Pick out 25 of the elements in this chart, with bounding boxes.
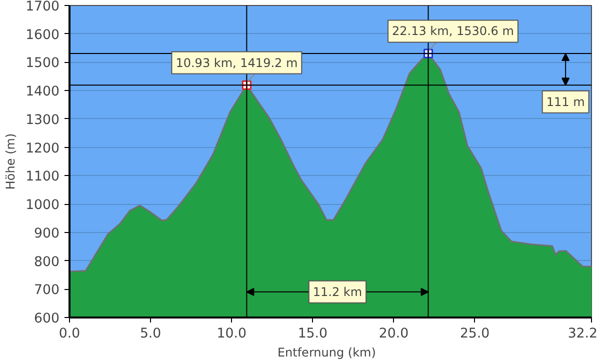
y-tick-label: 1300 — [26, 112, 60, 128]
y-tick-label: 1200 — [26, 141, 60, 156]
annotation: 22.13 km, 1530.6 m — [392, 24, 514, 38]
x-tick-label: 15.0 — [298, 326, 328, 342]
y-tick-label: 1100 — [26, 170, 60, 185]
x-tick-label: 5.0 — [140, 326, 162, 342]
y-tick-label: 800 — [34, 254, 60, 270]
x-tick-label: 10.0 — [216, 326, 246, 342]
x-tick-label: 0.0 — [58, 326, 80, 342]
y-tick-label: 1500 — [26, 56, 60, 72]
x-tick-label: 32.2 — [568, 326, 597, 342]
y-axis-title: Höhe (m) — [4, 133, 18, 190]
y-tick-label: 1400 — [26, 84, 60, 100]
y-tick-label: 1700 — [26, 0, 60, 14]
y-tick-label: 1000 — [26, 198, 60, 214]
y-tick-label: 1600 — [26, 28, 60, 43]
annotation: 11.2 km — [312, 284, 362, 299]
annotation: 111 m — [546, 94, 585, 109]
y-tick-label: 900 — [34, 226, 60, 242]
y-tick-label: 700 — [34, 283, 60, 298]
x-tick-label: 25.0 — [460, 326, 490, 342]
x-tick-label: 20.0 — [378, 326, 409, 342]
y-tick-label: 600 — [34, 312, 60, 326]
x-axis-title: Entfernung (km) — [277, 346, 376, 360]
annotation: 10.93 km, 1419.2 m — [176, 56, 298, 70]
